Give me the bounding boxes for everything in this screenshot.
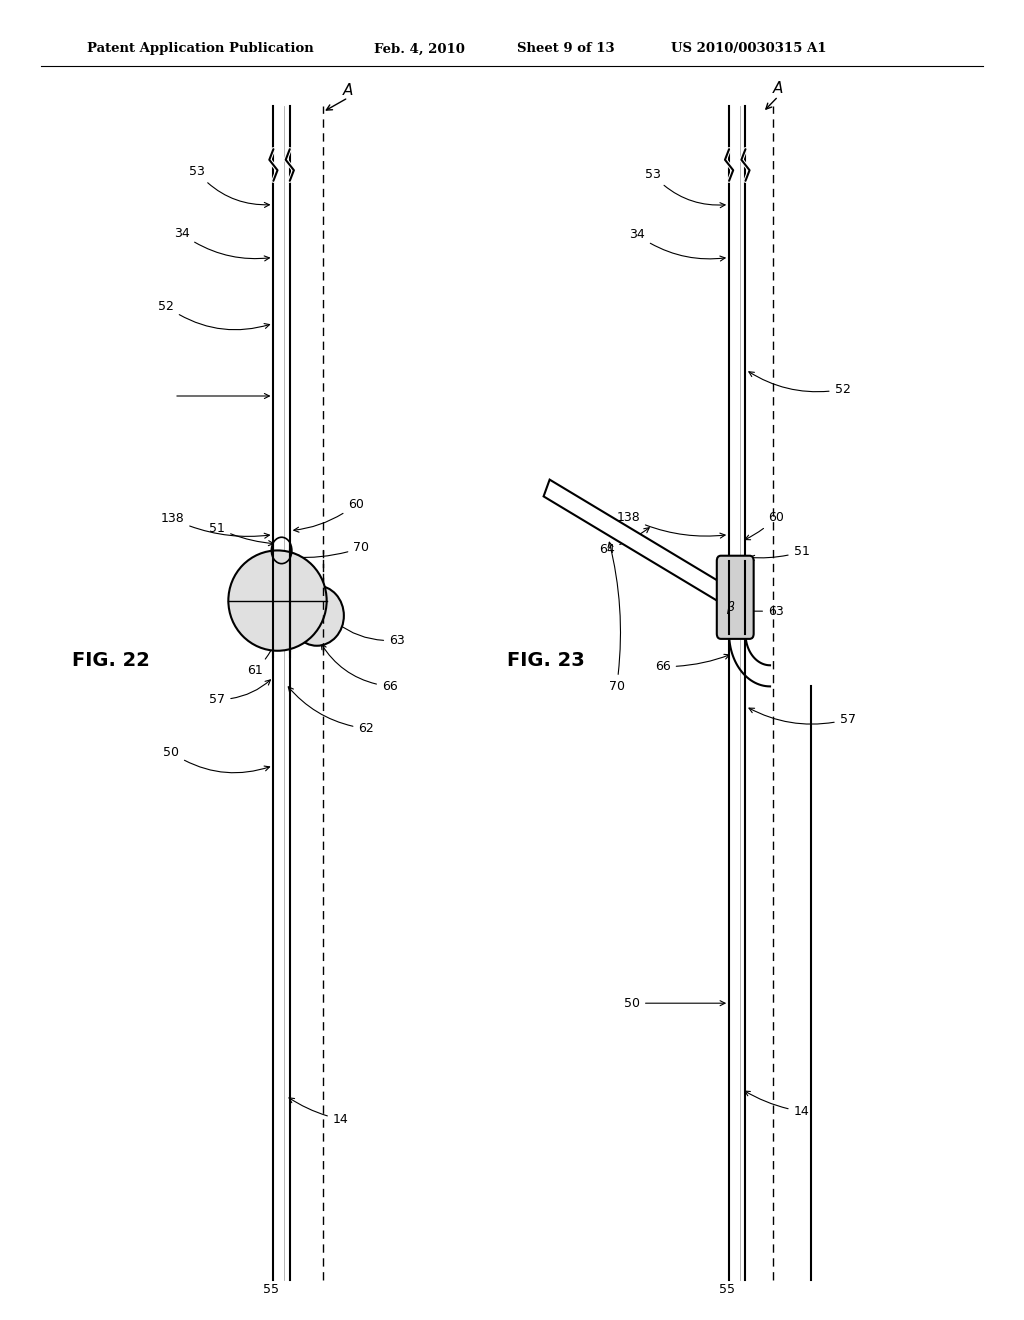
Ellipse shape	[228, 550, 327, 651]
Text: FIG. 22: FIG. 22	[72, 651, 150, 669]
FancyBboxPatch shape	[717, 556, 754, 639]
Text: 66: 66	[322, 644, 397, 693]
Text: 61: 61	[248, 642, 276, 677]
Text: 66: 66	[655, 655, 729, 673]
Text: 70: 70	[608, 543, 625, 693]
Text: 14: 14	[744, 1092, 809, 1118]
Text: 53: 53	[188, 165, 269, 207]
Text: 55: 55	[719, 1283, 735, 1296]
Text: 57: 57	[749, 708, 856, 726]
Text: 34: 34	[630, 228, 725, 261]
Ellipse shape	[290, 586, 344, 645]
Text: 50: 50	[624, 997, 725, 1010]
Text: 70: 70	[294, 541, 370, 560]
Text: 62: 62	[289, 686, 374, 735]
Polygon shape	[544, 479, 726, 602]
Text: A: A	[343, 83, 353, 98]
Text: 52: 52	[749, 372, 851, 396]
Text: 51: 51	[209, 521, 273, 545]
Text: 60: 60	[745, 511, 784, 540]
Text: 60: 60	[294, 498, 365, 532]
Text: 50: 50	[163, 746, 269, 772]
Text: 52: 52	[158, 300, 269, 330]
Text: 51: 51	[750, 545, 810, 560]
Text: US 2010/0030315 A1: US 2010/0030315 A1	[671, 42, 826, 55]
Text: 55: 55	[263, 1283, 280, 1296]
Text: 53: 53	[644, 168, 725, 207]
Text: FIG. 23: FIG. 23	[507, 651, 585, 669]
Text: 63: 63	[337, 623, 404, 647]
Text: 34: 34	[174, 227, 269, 261]
Text: Sheet 9 of 13: Sheet 9 of 13	[517, 42, 614, 55]
Text: 57: 57	[209, 680, 270, 706]
Text: A: A	[773, 82, 783, 96]
Text: 14: 14	[289, 1098, 348, 1126]
Text: 138: 138	[161, 512, 269, 539]
Text: Feb. 4, 2010: Feb. 4, 2010	[374, 42, 465, 55]
Text: Patent Application Publication: Patent Application Publication	[87, 42, 313, 55]
Text: 63: 63	[745, 605, 783, 618]
Text: $\beta$: $\beta$	[726, 599, 735, 615]
Text: 138: 138	[616, 511, 725, 539]
Text: 64: 64	[599, 528, 649, 556]
